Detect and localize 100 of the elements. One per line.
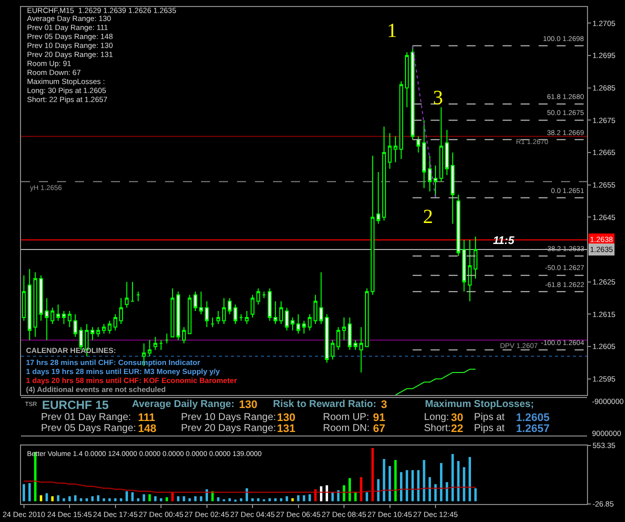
candlestick <box>170 288 174 338</box>
bar <box>451 454 454 502</box>
candlestick <box>228 298 232 315</box>
candlestick <box>96 326 100 338</box>
bar <box>411 470 414 502</box>
candlestick <box>39 274 43 322</box>
bar <box>148 494 151 502</box>
candlestick <box>302 320 306 334</box>
bar <box>96 495 100 502</box>
bar <box>251 498 254 502</box>
bar <box>74 495 77 502</box>
bar <box>68 496 71 502</box>
candlestick <box>210 316 214 328</box>
bar <box>331 492 334 502</box>
bar <box>371 448 374 502</box>
bar <box>422 460 426 502</box>
candlestick <box>382 126 386 221</box>
bar <box>388 466 391 502</box>
candlestick <box>399 80 404 160</box>
bar <box>154 496 157 502</box>
text: Long: <box>424 412 450 423</box>
candlestick <box>296 314 300 334</box>
bar <box>268 498 271 502</box>
bar <box>56 495 60 502</box>
annotation: 1 <box>387 20 397 42</box>
text: EURCHF 15 <box>42 398 110 412</box>
candlestick <box>434 164 438 198</box>
candlestick <box>314 294 318 324</box>
annotation: 3 <box>433 87 443 109</box>
candlestick <box>474 236 478 280</box>
text: Prev 01 Day Range: <box>41 412 132 423</box>
candlestick <box>308 314 312 331</box>
text: Short: <box>424 423 451 434</box>
text: Prev 05 Days Range: <box>41 423 136 434</box>
candlestick <box>119 298 123 324</box>
text: Prev 10 Days Range: <box>181 412 276 423</box>
text: 130 <box>277 412 296 424</box>
candlestick <box>348 316 352 350</box>
bar <box>291 498 294 502</box>
bar <box>22 484 26 502</box>
bar <box>457 461 460 502</box>
candlestick <box>50 307 54 324</box>
candlestick <box>136 291 140 302</box>
text: 22 <box>451 423 464 435</box>
bar <box>200 496 202 502</box>
text: 111 <box>138 412 156 424</box>
candlestick <box>73 314 78 338</box>
bar <box>274 498 277 502</box>
bar <box>28 483 31 502</box>
candlestick <box>164 333 169 344</box>
text: 1.2605 <box>516 412 550 424</box>
bar <box>314 489 317 502</box>
text: Average Daily Range: <box>132 399 234 410</box>
candlestick <box>204 300 209 328</box>
bar <box>126 491 128 502</box>
candlestick <box>216 310 220 324</box>
bar <box>462 467 466 502</box>
bar <box>360 477 362 502</box>
bar <box>142 494 146 502</box>
bar <box>217 497 220 502</box>
text: 30 <box>451 412 464 424</box>
candlestick <box>394 136 398 163</box>
bar <box>320 486 322 502</box>
bar <box>188 498 191 502</box>
candlestick <box>182 326 186 344</box>
bar <box>308 494 311 502</box>
bar <box>102 498 106 502</box>
bar <box>377 479 380 502</box>
candlestick <box>336 326 340 350</box>
candlestick <box>445 129 449 176</box>
text: Room DN: <box>323 423 370 434</box>
bar <box>240 498 242 502</box>
candlestick <box>113 314 118 331</box>
bar <box>177 496 180 502</box>
candlestick <box>428 155 432 192</box>
candlestick <box>250 294 254 318</box>
candlestick <box>153 336 158 350</box>
text: 148 <box>138 423 156 435</box>
bar <box>286 496 288 502</box>
bar <box>120 498 122 502</box>
bar <box>182 496 186 502</box>
bar <box>108 498 111 502</box>
text: 67 <box>373 423 386 435</box>
bar <box>348 478 351 502</box>
candlestick <box>450 152 455 224</box>
candlestick <box>244 310 249 324</box>
candlestick <box>388 132 392 170</box>
candlestick <box>90 326 94 341</box>
candlestick <box>319 272 324 324</box>
bar <box>297 495 300 502</box>
candlestick <box>342 316 346 341</box>
bar <box>137 498 140 502</box>
text: Room UP: <box>323 412 370 423</box>
candlestick <box>176 291 180 341</box>
candlestick <box>468 239 472 302</box>
candlestick <box>33 272 38 338</box>
bar <box>417 470 420 502</box>
bar <box>406 470 408 502</box>
candlestick <box>56 304 60 322</box>
bar <box>166 497 168 502</box>
